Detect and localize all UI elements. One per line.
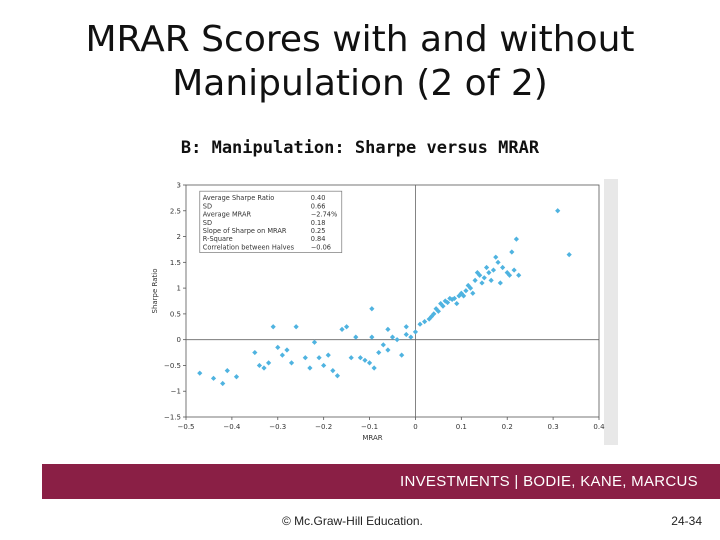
data-point xyxy=(311,339,318,345)
stats-value: 0.18 xyxy=(311,219,326,227)
x-tick-label: −0.2 xyxy=(315,423,332,431)
data-point xyxy=(408,334,414,340)
y-axis-label: Sharpe Ratio xyxy=(151,269,159,314)
chart-shadow xyxy=(604,179,618,445)
data-point xyxy=(506,272,513,278)
data-point xyxy=(477,272,483,278)
data-point xyxy=(511,267,517,273)
data-point xyxy=(284,347,290,353)
data-point xyxy=(497,280,503,286)
stats-label: Average MRAR xyxy=(203,211,252,219)
stats-label: SD xyxy=(203,202,212,210)
data-point xyxy=(472,277,478,283)
stats-value: 0.25 xyxy=(311,227,326,235)
y-tick-label: 0.5 xyxy=(170,310,181,318)
stats-label: Correlation between Halves xyxy=(203,243,295,251)
data-point xyxy=(461,293,467,299)
data-point xyxy=(417,321,423,327)
data-point xyxy=(252,349,258,356)
y-tick-label: −1 xyxy=(171,388,181,396)
data-point xyxy=(483,264,490,271)
data-point xyxy=(403,324,409,330)
data-point xyxy=(261,365,267,371)
x-tick-label: 0 xyxy=(413,423,417,431)
slide-title-line2: Manipulation (2 of 2) xyxy=(172,63,548,104)
data-point xyxy=(447,295,453,302)
data-point xyxy=(233,374,240,380)
data-point xyxy=(376,349,382,356)
stats-label: SD xyxy=(203,219,212,227)
stats-value: 0.66 xyxy=(311,202,326,210)
data-point xyxy=(481,275,487,281)
y-tick-label: −1.5 xyxy=(164,414,181,422)
y-tick-label: 1.5 xyxy=(170,259,181,267)
y-tick-label: −0.5 xyxy=(164,362,181,370)
data-point xyxy=(422,319,428,325)
data-point xyxy=(486,270,492,276)
slide-title: MRAR Scores with and without Manipulatio… xyxy=(0,18,720,106)
y-tick-label: 3 xyxy=(177,182,181,190)
stats-label: R-Square xyxy=(203,235,233,243)
x-tick-label: −0.3 xyxy=(269,423,286,431)
data-point xyxy=(479,280,485,286)
data-point xyxy=(362,357,368,363)
data-point xyxy=(470,290,476,296)
stats-value: 0.84 xyxy=(311,235,326,243)
y-tick-label: 0 xyxy=(177,336,181,344)
data-point xyxy=(325,352,331,358)
data-point xyxy=(334,373,341,379)
copyright-text: © Mc.Graw-Hill Education. xyxy=(282,514,423,528)
y-tick-label: 2 xyxy=(177,233,181,241)
data-point xyxy=(513,236,519,242)
data-point xyxy=(449,296,455,303)
data-point xyxy=(474,270,480,276)
banner-text: INVESTMENTS | BODIE, KANE, MARCUS xyxy=(399,473,698,490)
data-point xyxy=(555,208,561,214)
data-point xyxy=(488,277,494,283)
x-tick-label: −0.1 xyxy=(361,423,378,431)
data-point xyxy=(348,355,354,361)
x-tick-label: 0.4 xyxy=(593,423,605,431)
stats-box xyxy=(199,190,343,253)
stats-value: −2.74% xyxy=(311,211,337,219)
x-tick-label: 0.2 xyxy=(502,423,513,431)
stats-value: −0.06 xyxy=(311,243,331,251)
x-tick-label: −0.4 xyxy=(223,423,241,431)
stats-value: 0.40 xyxy=(311,194,326,202)
x-tick-label: 0.3 xyxy=(548,423,559,431)
panel-title: B: Manipulation: Sharpe versus MRAR xyxy=(180,138,540,158)
stats-label: Slope of Sharpe on MRAR xyxy=(203,227,287,235)
data-point xyxy=(493,254,499,260)
stats-label: Average Sharpe Ratio xyxy=(203,194,275,202)
x-axis-label: MRAR xyxy=(362,434,382,442)
data-point xyxy=(403,331,409,338)
data-point xyxy=(500,264,506,271)
y-tick-label: 1 xyxy=(177,285,181,293)
data-point xyxy=(516,272,522,278)
scatter-chart: Average Sharpe Ratio 0.40 SD 0.66 Average MR… xyxy=(143,175,618,445)
data-point xyxy=(433,306,439,312)
x-tick-label: −0.5 xyxy=(178,423,195,431)
data-point xyxy=(270,324,276,330)
data-point xyxy=(566,252,572,258)
footer-banner: INVESTMENTS | BODIE, KANE, MARCUS xyxy=(42,464,720,499)
slide-title-line1: MRAR Scores with and without xyxy=(85,19,635,60)
data-point xyxy=(509,249,515,255)
data-point xyxy=(389,334,396,340)
data-point xyxy=(385,347,391,353)
y-tick-label: 2.5 xyxy=(170,207,181,215)
data-point xyxy=(220,380,226,387)
x-tick-label: 0.1 xyxy=(456,423,467,431)
page-number: 24-34 xyxy=(671,514,702,528)
